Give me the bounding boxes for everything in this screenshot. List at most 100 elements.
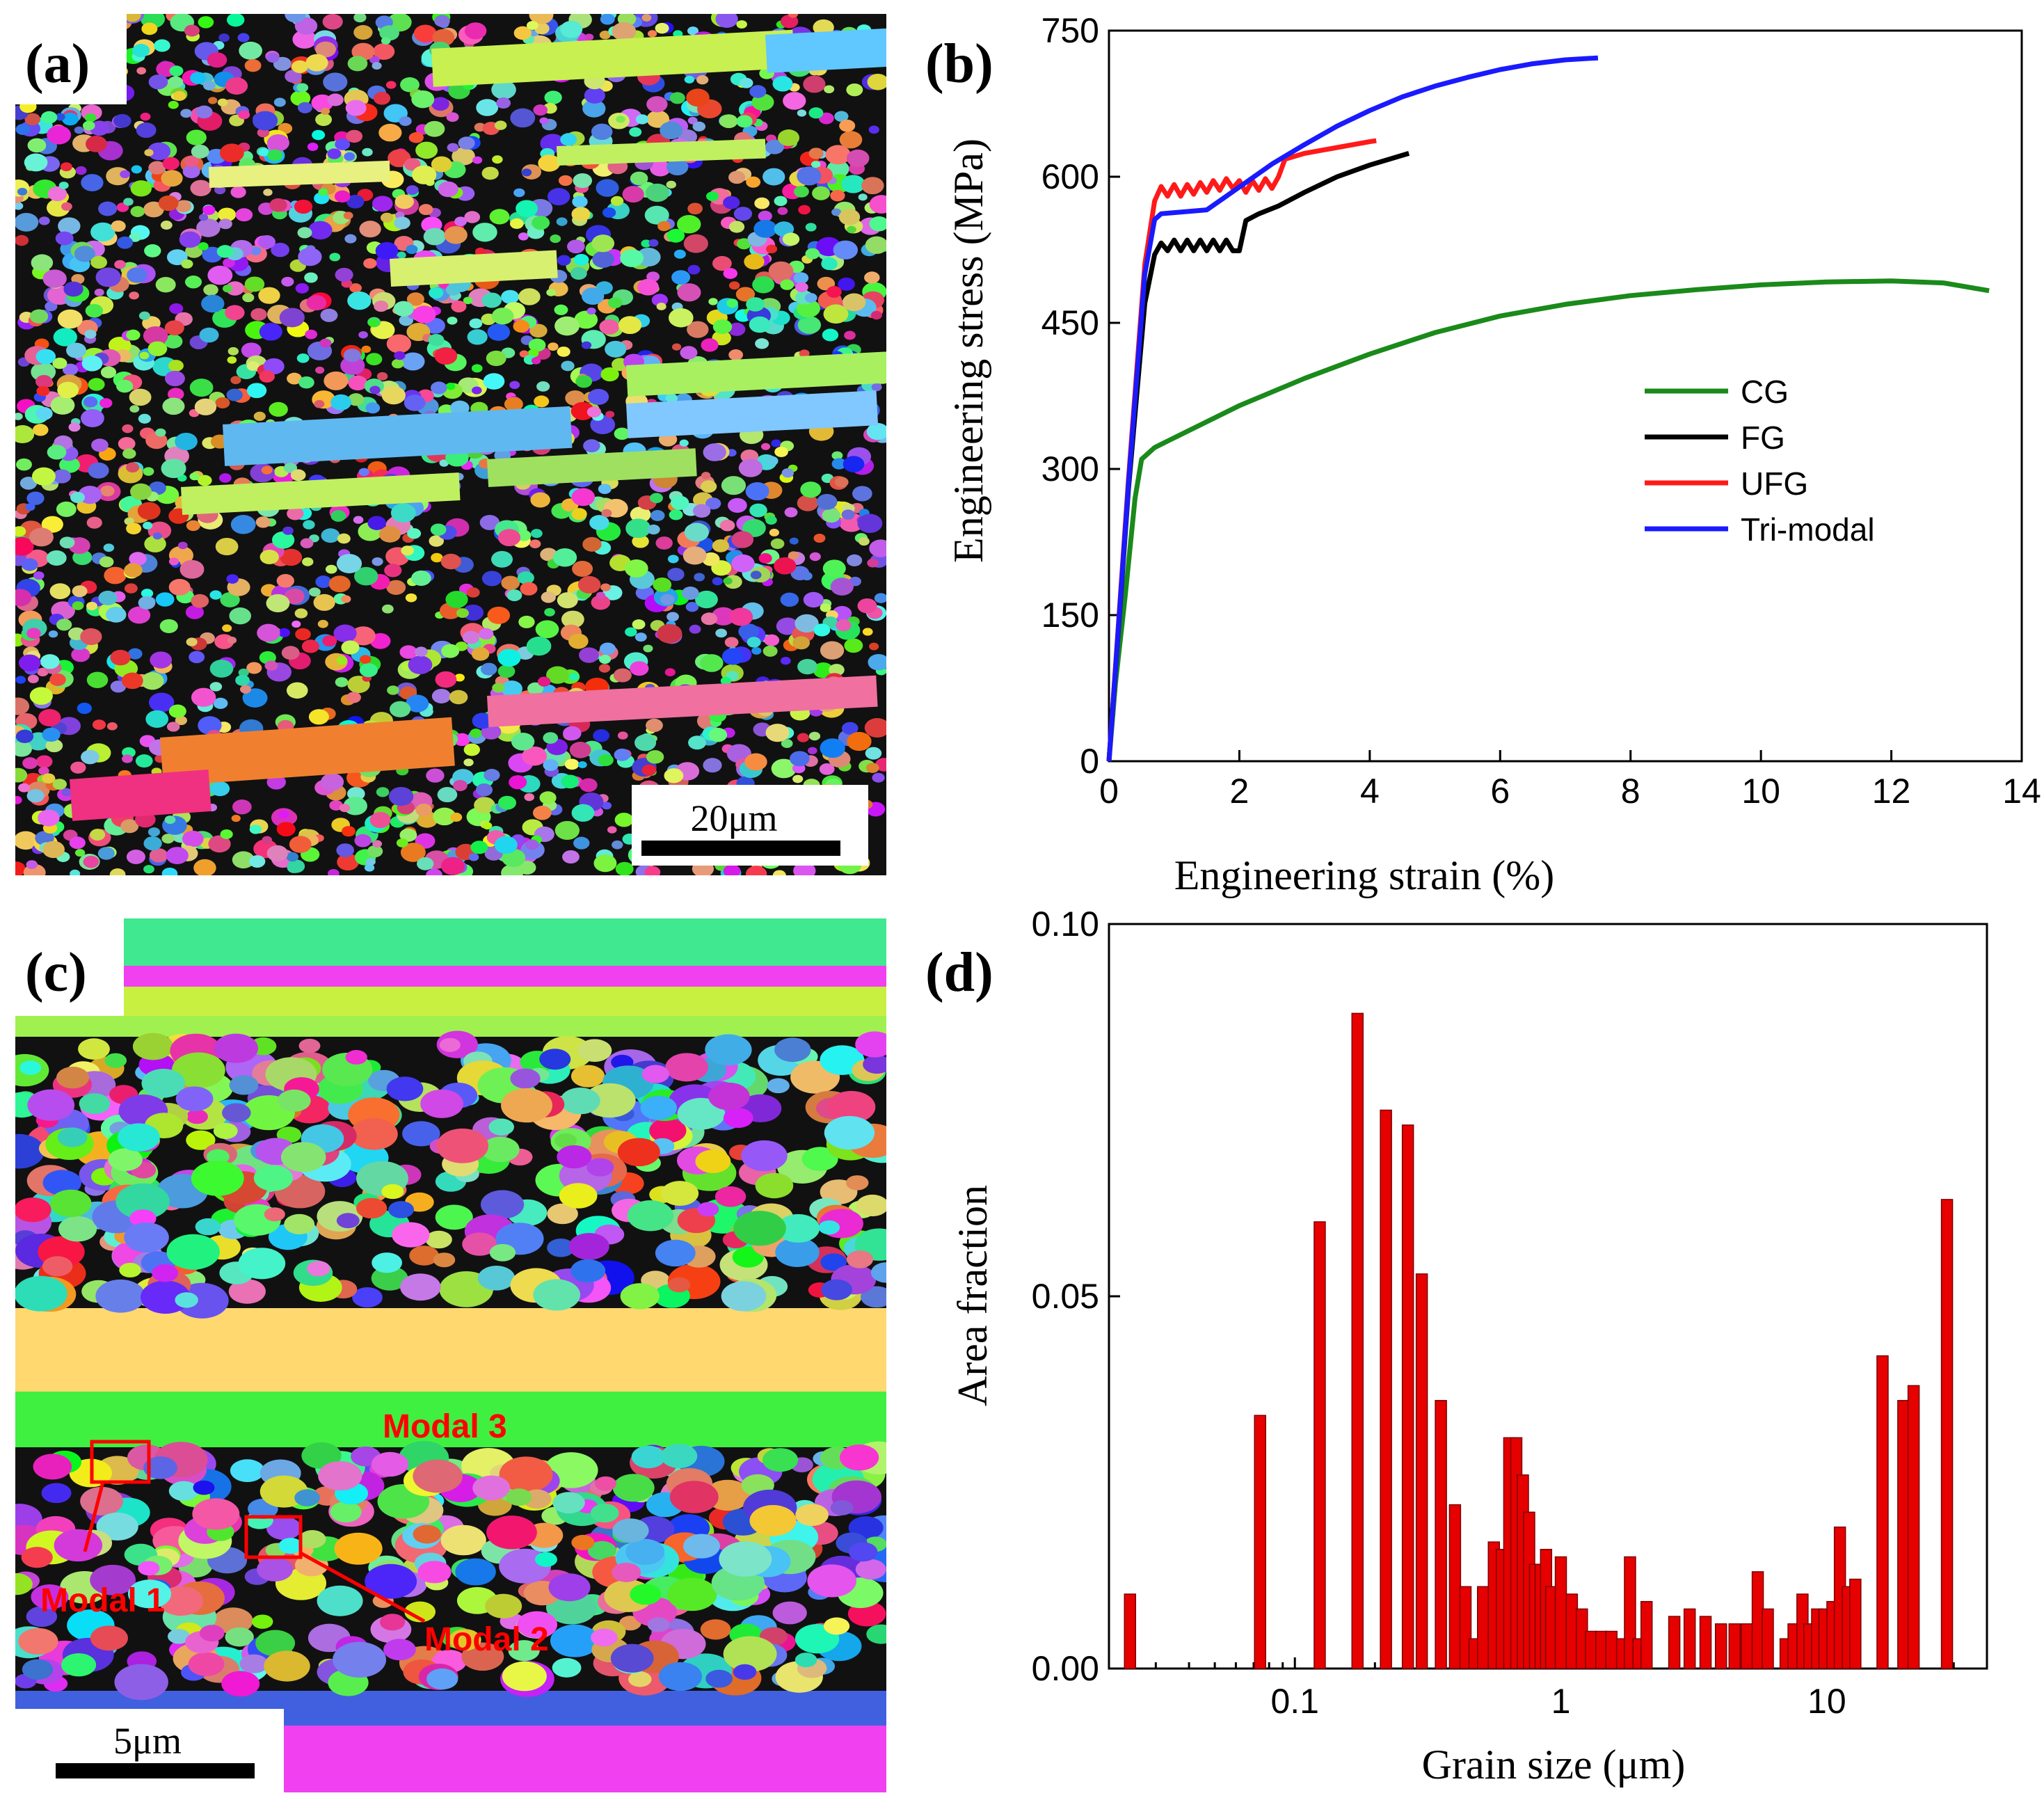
- grain: [820, 603, 831, 612]
- grain: [431, 552, 443, 563]
- grain: [557, 592, 578, 609]
- grain: [669, 1481, 719, 1513]
- grain: [846, 554, 863, 566]
- histogram-bar: [1714, 1623, 1727, 1669]
- grain: [179, 231, 201, 248]
- grain: [736, 20, 747, 29]
- grain: [723, 577, 733, 585]
- grain: [494, 120, 507, 130]
- grain: [55, 231, 74, 246]
- grain: [266, 594, 290, 612]
- grain: [714, 1186, 746, 1207]
- grain: [21, 1547, 53, 1568]
- grain: [347, 291, 372, 310]
- modal-1-label: Modal 1: [40, 1582, 165, 1619]
- grain: [719, 114, 738, 129]
- stress-strain-y-axis-title: Engineering stress (MPa): [945, 138, 991, 563]
- grain: [474, 797, 495, 813]
- grain: [190, 72, 207, 84]
- grain: [90, 222, 115, 241]
- grain: [435, 671, 457, 688]
- coarse-grain-band: [181, 472, 461, 515]
- grain: [383, 1639, 416, 1661]
- grain: [318, 1460, 362, 1491]
- grain: [657, 221, 671, 232]
- grain: [232, 851, 255, 869]
- grain: [257, 235, 276, 249]
- grain: [568, 1232, 609, 1260]
- grain: [619, 1616, 641, 1631]
- grain: [152, 1264, 179, 1282]
- grain: [27, 138, 47, 153]
- grain: [229, 607, 251, 625]
- grain: [823, 304, 849, 324]
- grain: [413, 1525, 442, 1544]
- panel-c-scalebar-label: 5μm: [113, 1720, 182, 1762]
- grain: [700, 1619, 731, 1640]
- grain: [746, 637, 761, 648]
- grain: [593, 854, 617, 873]
- grain: [435, 1204, 473, 1230]
- grain: [50, 396, 75, 415]
- grain: [751, 646, 762, 655]
- grain: [406, 185, 419, 196]
- grain: [602, 207, 616, 218]
- grain: [492, 155, 503, 164]
- grain: [869, 195, 886, 214]
- grain: [506, 589, 522, 602]
- grain: [126, 462, 140, 473]
- grain: [715, 628, 727, 638]
- grain: [531, 357, 541, 365]
- grain: [38, 767, 49, 775]
- grain: [386, 1076, 424, 1101]
- grain: [49, 583, 71, 600]
- grain: [434, 15, 450, 27]
- grain: [143, 326, 168, 346]
- grain: [481, 1136, 520, 1163]
- grain: [765, 516, 777, 525]
- grain: [598, 754, 614, 767]
- grain: [223, 257, 235, 268]
- grain: [148, 692, 175, 713]
- grain: [834, 477, 849, 488]
- grain: [584, 87, 605, 104]
- grain: [855, 1559, 886, 1580]
- grain: [279, 308, 305, 328]
- grain: [812, 186, 831, 200]
- grain: [218, 218, 232, 230]
- grain: [701, 612, 718, 626]
- grain: [15, 202, 24, 210]
- stress-strain-chart: (b) 0 2 4 6 8 10 12 14 0 150 300 450 600 750 Engineer…: [925, 11, 2041, 898]
- x-tick-label: 0: [1099, 772, 1119, 811]
- grain: [658, 1662, 703, 1691]
- panel-a-label-box: [15, 14, 127, 104]
- grain: [144, 149, 154, 157]
- grain: [392, 1222, 430, 1248]
- grain: [518, 232, 529, 241]
- grain: [74, 126, 84, 134]
- grain: [15, 767, 28, 783]
- grain: [420, 1089, 464, 1118]
- grain: [648, 239, 659, 247]
- grain: [214, 185, 226, 195]
- grain: [562, 850, 580, 864]
- grain: [517, 571, 534, 584]
- grain: [179, 559, 205, 579]
- grain: [294, 17, 318, 35]
- grain: [225, 281, 245, 296]
- grain: [630, 1584, 662, 1605]
- grain: [167, 388, 184, 401]
- grain: [577, 1039, 612, 1062]
- grain: [31, 1584, 69, 1609]
- grain: [296, 353, 310, 363]
- grain: [705, 497, 721, 510]
- grain: [155, 428, 166, 437]
- grain: [253, 1165, 293, 1191]
- grain: [86, 671, 109, 688]
- grain: [529, 539, 541, 548]
- grain: [781, 739, 793, 748]
- grain: [629, 127, 642, 137]
- grain: [803, 591, 824, 608]
- grain: [565, 390, 586, 406]
- grain: [446, 112, 459, 122]
